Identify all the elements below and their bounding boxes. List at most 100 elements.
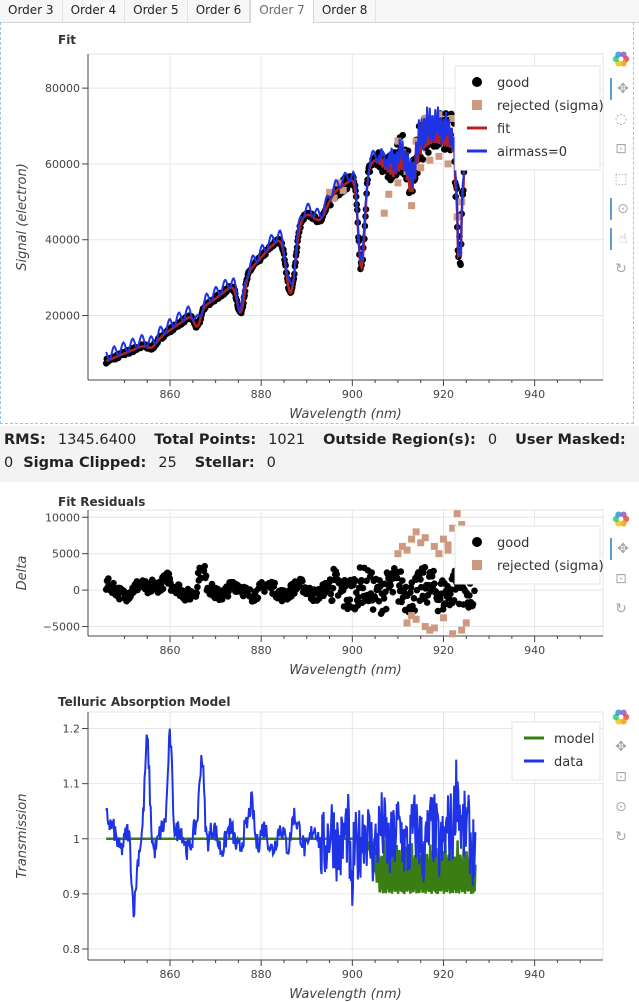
y-tick-label: 5000 [52, 548, 80, 561]
reset-icon[interactable]: ↻ [615, 829, 627, 845]
good-point [116, 595, 123, 603]
zoom-box-icon[interactable]: ⊡ [615, 571, 627, 587]
lasso-icon[interactable]: ◌ [614, 111, 628, 127]
y-tick-label: 1 [73, 833, 80, 846]
good-point [421, 564, 429, 571]
x-tick-label: 860 [160, 644, 181, 657]
rejected-point [385, 190, 393, 198]
y-tick-label: 40000 [45, 234, 80, 247]
zoom-box-icon[interactable]: ⊡ [615, 769, 627, 785]
rejected-point [408, 612, 416, 620]
good-point [434, 607, 442, 615]
y-tick-label: 10000 [45, 511, 80, 524]
wheel-zoom-icon[interactable]: ⊙ [615, 799, 627, 815]
x-tick-label: 880 [251, 968, 272, 981]
good-point [382, 605, 390, 613]
pan-icon[interactable]: ✥ [610, 78, 634, 100]
legend-label: data [554, 755, 583, 770]
tab-order-5[interactable]: Order 5 [125, 0, 188, 22]
stellar-label: Stellar: [194, 455, 255, 471]
box-select-icon[interactable]: ⬚ [614, 171, 628, 187]
legend-label: rejected (sigma) [497, 559, 604, 574]
good-point [375, 598, 383, 605]
good-point [399, 131, 407, 139]
tab-order-7[interactable]: Order 7 [250, 0, 314, 23]
good-point [224, 593, 232, 600]
wheel-zoom-icon[interactable]: ⊙ [610, 198, 634, 220]
rejected-point [412, 137, 420, 145]
y-axis-label: Delta [15, 556, 30, 591]
legend-label: rejected (sigma) [497, 99, 604, 114]
legend-box [454, 525, 601, 585]
good-point [201, 562, 208, 570]
total-points-value: 1021 [268, 432, 306, 448]
good-point [457, 261, 464, 268]
rejected-point [398, 542, 406, 550]
y-tick-label: 0.9 [63, 888, 81, 901]
rejected-point [394, 550, 402, 558]
rms-label: RMS: [4, 432, 46, 448]
x-tick-label: 940 [524, 968, 545, 981]
tab-order-6[interactable]: Order 6 [188, 0, 251, 22]
y-tick-label: 1.2 [63, 723, 81, 736]
good-points [102, 562, 479, 617]
tap-icon[interactable]: ☝ [610, 228, 634, 250]
reset-icon[interactable]: ↻ [615, 261, 627, 277]
rejected-point [403, 619, 411, 627]
good-point [393, 574, 401, 582]
good-point [399, 577, 406, 584]
legend-label: model [554, 732, 594, 747]
good-point [381, 580, 389, 588]
good-point [380, 595, 388, 602]
y-tick-label: 20000 [45, 310, 80, 323]
y-tick-label: 1.1 [63, 778, 81, 791]
rejected-point [444, 160, 452, 168]
zoom-box-icon[interactable]: ⊡ [615, 141, 627, 157]
user-masked-label: User Masked: [515, 432, 626, 448]
x-tick-label: 860 [160, 968, 181, 981]
good-point [352, 577, 359, 584]
rejected-point [449, 114, 457, 122]
pan-icon[interactable]: ✥ [610, 538, 634, 560]
good-point [358, 577, 365, 584]
good-point [417, 576, 424, 583]
good-point [469, 600, 477, 608]
rejected-point [394, 179, 402, 187]
good-point [105, 575, 112, 582]
good-point [450, 597, 458, 604]
y-axis-label: Transmission [15, 794, 30, 879]
fit-statistics: RMS: 1345.6400 Total Points: 1021 Outside Re… [0, 426, 639, 482]
outside-region-value: 0 [487, 432, 498, 448]
rejected-point [408, 202, 416, 210]
rejected-point [430, 624, 438, 632]
rejected-point [417, 164, 425, 172]
good-point [254, 594, 262, 602]
y-tick-label: 0 [73, 584, 80, 597]
tab-order-8[interactable]: Order 8 [314, 0, 377, 22]
rejected-point [453, 510, 461, 518]
good-point [387, 582, 394, 589]
x-tick-label: 940 [524, 388, 545, 401]
good-point [175, 581, 183, 589]
legend-marker-good [472, 77, 482, 87]
reset-icon[interactable]: ↻ [615, 601, 627, 617]
legend-marker-rejected [472, 100, 482, 110]
rejected-point [444, 546, 452, 554]
tab-order-3[interactable]: Order 3 [0, 0, 63, 22]
y-axis-label: Signal (electron) [15, 163, 30, 271]
rejected-point [458, 521, 466, 529]
rejected-point [417, 539, 425, 547]
x-tick-label: 920 [433, 388, 454, 401]
good-point [369, 606, 377, 613]
good-point [407, 589, 414, 596]
good-point [110, 579, 117, 587]
y-tick-label: 60000 [45, 158, 80, 171]
good-point [359, 584, 367, 592]
pan-icon[interactable]: ✥ [615, 739, 627, 755]
rejected-point [426, 156, 434, 164]
rejected-point [426, 626, 434, 634]
stellar-value: 0 [266, 455, 276, 471]
y-tick-label: −5000 [43, 621, 80, 634]
tab-order-4[interactable]: Order 4 [63, 0, 126, 22]
x-axis-label: Wavelength (nm) [289, 663, 401, 678]
